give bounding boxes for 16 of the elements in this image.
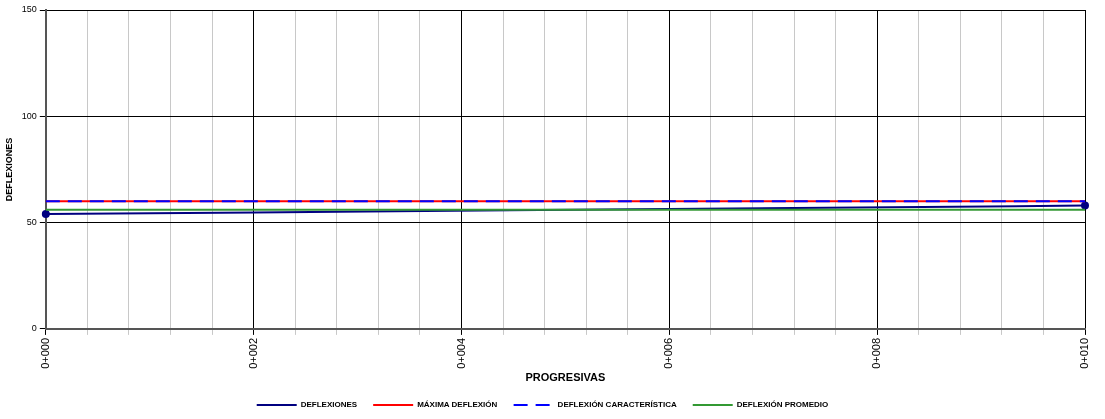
y-tick-label: 50 <box>26 217 37 228</box>
y-axis-title: DEFLEXIONES <box>3 137 14 202</box>
x-tick-label: 0+010 <box>1078 337 1091 369</box>
y-tick-label: 100 <box>21 110 37 121</box>
x-tick-label: 0+004 <box>454 337 467 369</box>
y-tick-label: 0 <box>31 323 37 334</box>
x-tick-label: 0+002 <box>246 337 259 369</box>
x-tick-label: 0+008 <box>870 337 883 369</box>
legend-label: MÁXIMA DEFLEXIÓN <box>417 400 498 410</box>
x-axis-title: PROGRESIVAS <box>525 371 606 384</box>
x-tick-label: 0+006 <box>662 337 675 369</box>
y-tick-label: 150 <box>21 4 37 15</box>
legend-label: DEFLEXIÓN PROMEDIO <box>736 400 829 410</box>
legend-label: DEFLEXIONES <box>300 400 358 410</box>
legend-label: DEFLEXIÓN CARACTERÍSTICA <box>557 400 677 410</box>
x-tick-label: 0+000 <box>38 337 51 369</box>
